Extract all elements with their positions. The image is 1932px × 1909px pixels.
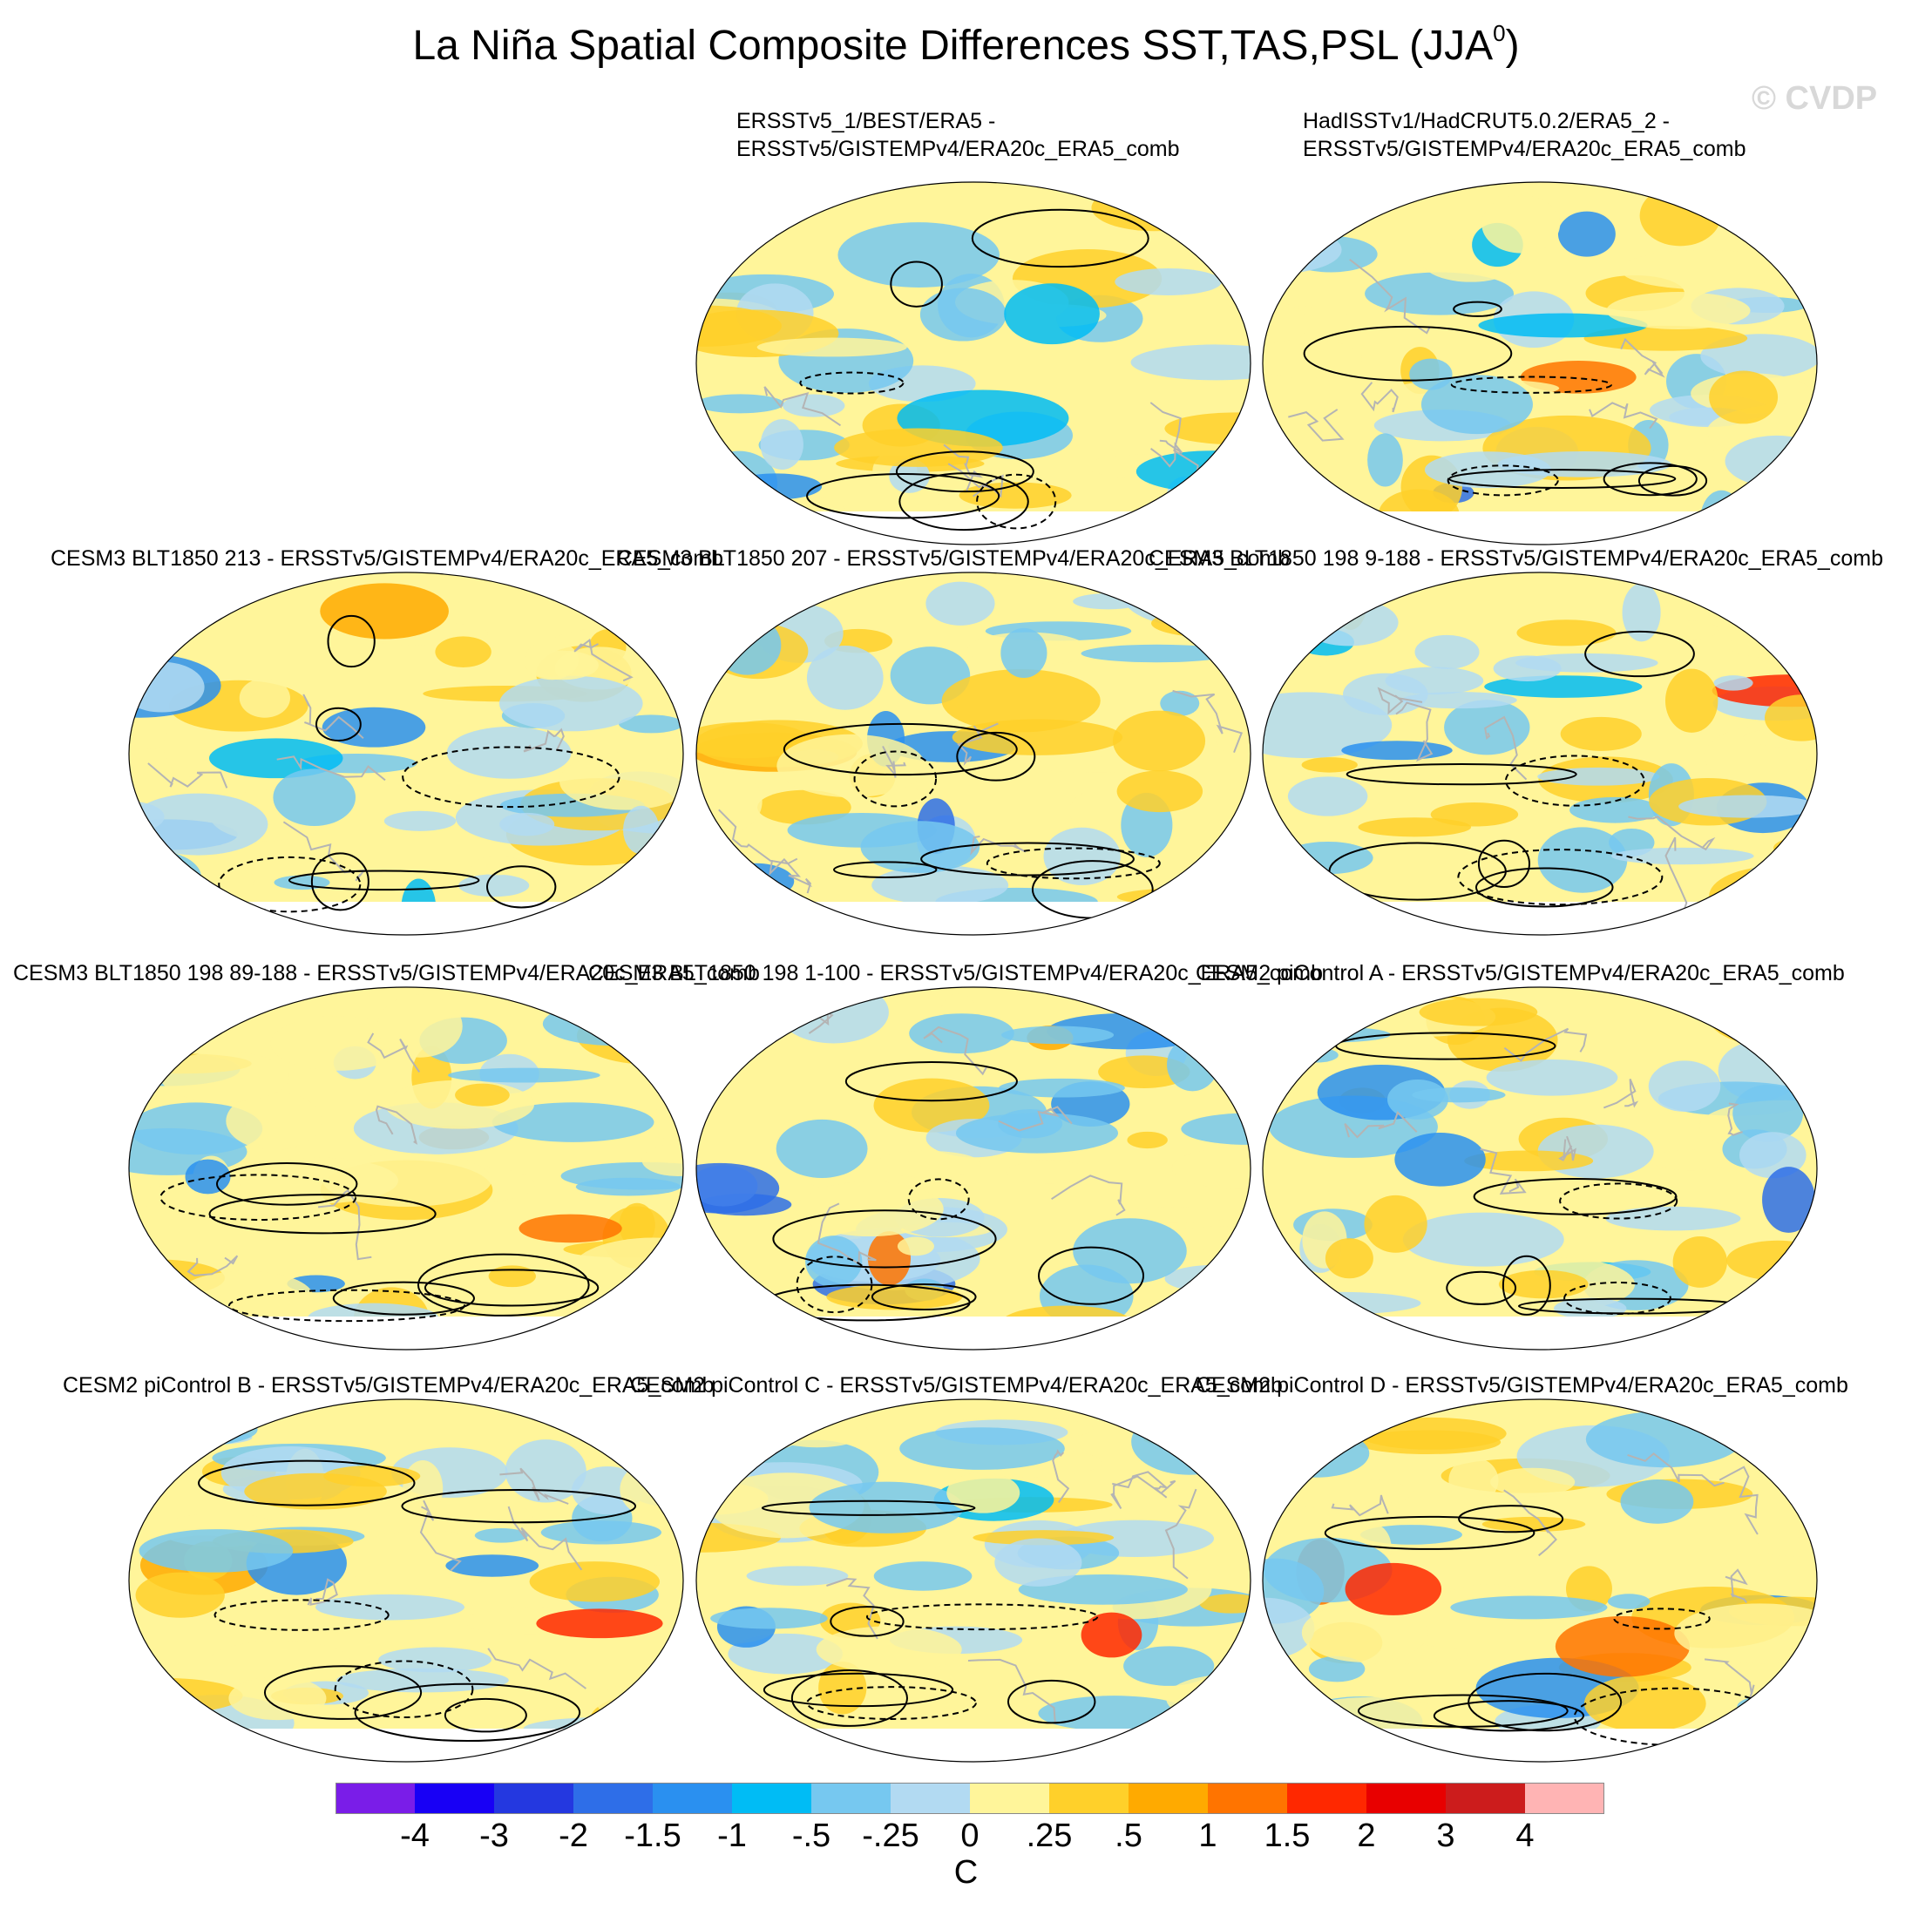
colorbar-box bbox=[494, 1783, 574, 1814]
colorbar-box bbox=[970, 1783, 1050, 1814]
panel-title-3: CESM3 BLT1850 213 - ERSSTv5/GISTEMPv4/ER… bbox=[51, 546, 724, 571]
panel-title-11: CESM2 piControl D - ERSSTv5/GISTEMPv4/ER… bbox=[1196, 1373, 1848, 1398]
colorbar-tick-label: 0 bbox=[960, 1818, 980, 1854]
colorbar-tick-label: 3 bbox=[1436, 1818, 1455, 1854]
colorbar-box bbox=[1446, 1783, 1526, 1814]
colorbar-tick-label: .5 bbox=[1115, 1818, 1142, 1854]
colorbar-box bbox=[573, 1783, 654, 1814]
colorbar-tick-label: -1.5 bbox=[624, 1818, 681, 1854]
colorbar-box bbox=[732, 1783, 812, 1814]
colorbar-tick-label: 2 bbox=[1357, 1818, 1376, 1854]
colorbar-tick-label: -3 bbox=[479, 1818, 509, 1854]
colorbar-tick-label: -.25 bbox=[862, 1818, 919, 1854]
map-panel-6 bbox=[127, 985, 685, 1351]
map-panel-9 bbox=[127, 1398, 685, 1763]
watermark: © CVDP bbox=[1752, 80, 1878, 117]
map-panel-3 bbox=[127, 571, 685, 937]
colorbar-tick-label: .25 bbox=[1026, 1818, 1073, 1854]
panel-title-5: CESM3 BLT1850 198 9-188 - ERSSTv5/GISTEM… bbox=[1149, 546, 1883, 571]
colorbar-tick-label: -1 bbox=[717, 1818, 747, 1854]
map-panel-4 bbox=[695, 571, 1252, 937]
panel-title-2: HadISSTv1/HadCRUT5.0.2/ERA5_2 - ERSSTv5/G… bbox=[1303, 109, 1746, 161]
panel-title-9: CESM2 piControl B - ERSSTv5/GISTEMPv4/ER… bbox=[63, 1373, 715, 1398]
panel-title-8: CESM2 piControl A - ERSSTv5/GISTEMPv4/ER… bbox=[1196, 961, 1845, 985]
map-panel-2 bbox=[1261, 180, 1819, 546]
colorbar-tick-label: 1 bbox=[1198, 1818, 1217, 1854]
colorbar-box bbox=[336, 1783, 416, 1814]
panel-title-7: CESM3 BLT1850 198 1-100 - ERSSTv5/GISTEM… bbox=[588, 961, 1323, 985]
colorbar-tick-label: 4 bbox=[1515, 1818, 1535, 1854]
colorbar-box bbox=[1129, 1783, 1209, 1814]
map-panel-5 bbox=[1261, 571, 1819, 937]
colorbar bbox=[336, 1783, 1605, 1814]
colorbar-box bbox=[891, 1783, 971, 1814]
colorbar-box bbox=[1525, 1783, 1605, 1814]
map-panel-1 bbox=[695, 180, 1252, 546]
colorbar-box bbox=[1208, 1783, 1288, 1814]
map-panel-8 bbox=[1261, 985, 1819, 1351]
panel-title-6: CESM3 BLT1850 198 89-188 - ERSSTv5/GISTE… bbox=[13, 961, 760, 985]
panel-title-1: ERSSTv5_1/BEST/ERA5 - ERSSTv5/GISTEMPv4/E… bbox=[736, 109, 1180, 161]
map-panel-11 bbox=[1261, 1398, 1819, 1763]
colorbar-box bbox=[1049, 1783, 1129, 1814]
colorbar-tick-label: 1.5 bbox=[1264, 1818, 1311, 1854]
panel-title-10: CESM2 piControl C - ERSSTv5/GISTEMPv4/ER… bbox=[630, 1373, 1283, 1398]
colorbar-box bbox=[811, 1783, 891, 1814]
colorbar-tick-labels: -4 -3 -2 -1.5 -1 -.5 -.25 0 .25 .5 1 1.5 2 3 4 bbox=[0, 1818, 1932, 1861]
colorbar-tick-label: -4 bbox=[400, 1818, 430, 1854]
map-panel-10 bbox=[695, 1398, 1252, 1763]
colorbar-box bbox=[1287, 1783, 1367, 1814]
colorbar-tick-label: -.5 bbox=[791, 1818, 831, 1854]
map-panel-7 bbox=[695, 985, 1252, 1351]
figure-title: La Niña Spatial Composite Differences SS… bbox=[412, 20, 1520, 69]
colorbar-unit-label: C bbox=[953, 1854, 979, 1891]
colorbar-box bbox=[653, 1783, 733, 1814]
colorbar-tick-label: -2 bbox=[559, 1818, 588, 1854]
colorbar-box bbox=[1366, 1783, 1447, 1814]
panel-title-4: CESM3 BLT1850 207 - ERSSTv5/GISTEMPv4/ER… bbox=[617, 546, 1291, 571]
colorbar-box bbox=[415, 1783, 495, 1814]
